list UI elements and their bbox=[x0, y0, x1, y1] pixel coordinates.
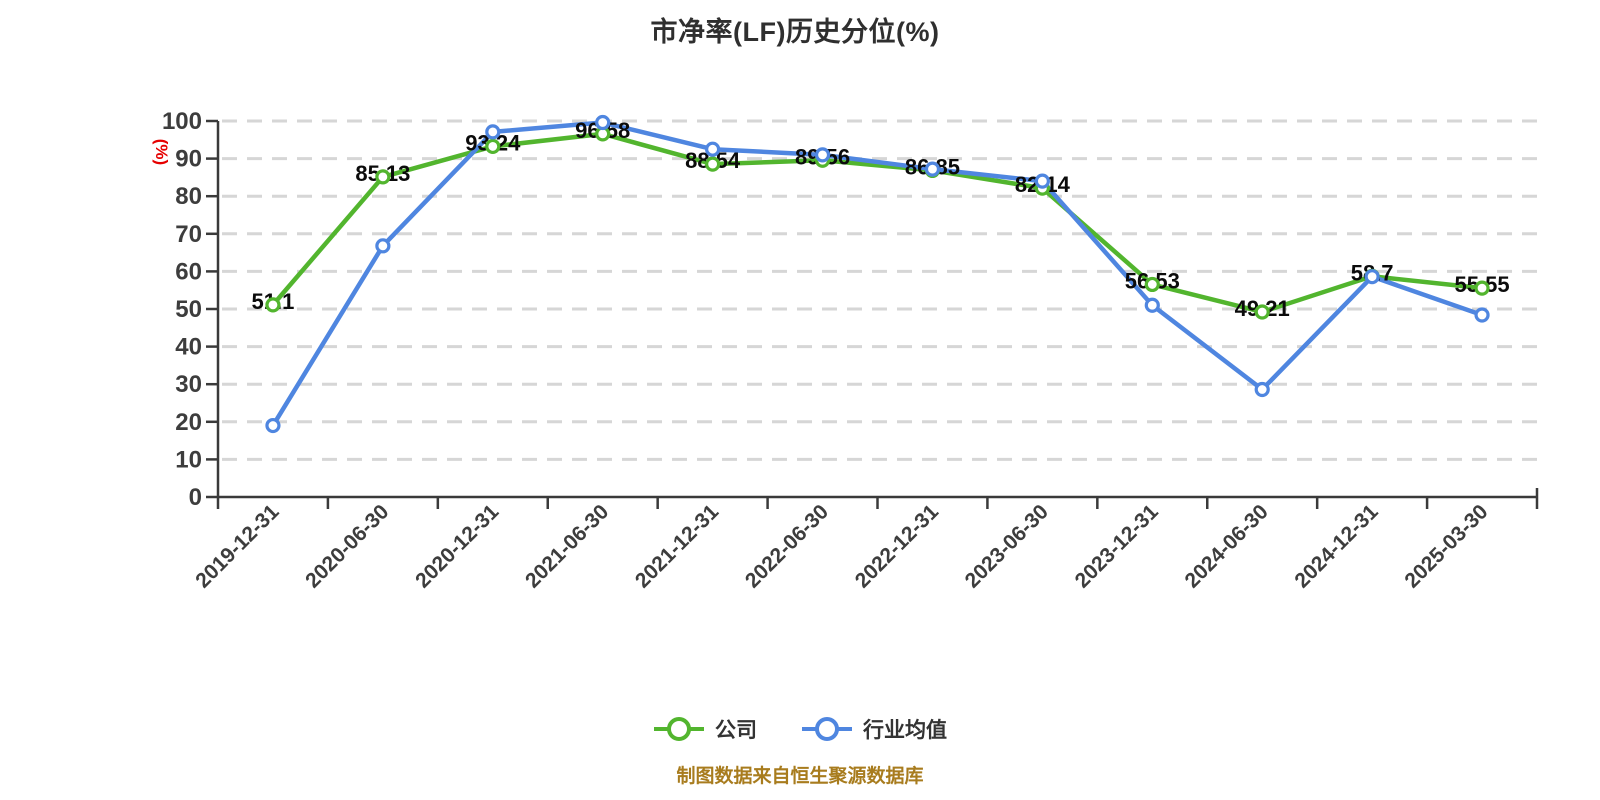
industry-point-2019-12-31[interactable] bbox=[265, 417, 281, 434]
svg-text:2023-12-31: 2023-12-31 bbox=[1071, 500, 1163, 592]
industry-point-2021-06-30[interactable] bbox=[595, 114, 611, 131]
industry-point-2020-12-31[interactable] bbox=[485, 124, 501, 140]
industry-point-2021-12-31[interactable] bbox=[705, 141, 721, 157]
svg-text:60: 60 bbox=[175, 258, 202, 285]
svg-text:40: 40 bbox=[175, 334, 202, 361]
svg-text:10: 10 bbox=[175, 446, 202, 473]
company-point-2020-06-30[interactable] bbox=[375, 169, 391, 185]
industry-point-2024-12-31[interactable] bbox=[1364, 269, 1380, 285]
chart-title: 市净率(LF)历史分位(%) bbox=[650, 17, 940, 47]
legend: 公司 行业均值 bbox=[0, 714, 1600, 744]
y-axis-unit-label: (%) bbox=[152, 139, 171, 165]
company-point-2019-12-31[interactable] bbox=[265, 297, 281, 313]
legend-label-company: 公司 bbox=[715, 719, 757, 742]
svg-text:70: 70 bbox=[175, 221, 202, 248]
industry-point-2024-06-30[interactable] bbox=[1254, 381, 1270, 398]
svg-text:80: 80 bbox=[175, 183, 202, 210]
industry-point-2023-12-31[interactable] bbox=[1144, 297, 1160, 313]
industry-point-2023-06-30[interactable] bbox=[1034, 173, 1050, 189]
data-source-note: 制图数据来自恒生聚源数据库 bbox=[676, 766, 924, 787]
svg-text:2024-06-30: 2024-06-30 bbox=[1181, 500, 1273, 592]
industry-markers bbox=[265, 114, 1490, 434]
svg-text:2021-06-30: 2021-06-30 bbox=[521, 500, 613, 592]
y-tick-labels: 0 10 20 30 40 50 60 70 80 90 100 bbox=[162, 108, 202, 511]
svg-text:100: 100 bbox=[162, 108, 202, 135]
axes bbox=[206, 119, 1539, 509]
svg-text:2020-06-30: 2020-06-30 bbox=[301, 500, 393, 592]
svg-text:30: 30 bbox=[175, 371, 202, 398]
company-point-2020-12-31[interactable] bbox=[485, 138, 501, 155]
x-tick-labels: 2019-12-31 2020-06-30 2020-12-31 2021-06-30… bbox=[191, 500, 1492, 592]
svg-text:90: 90 bbox=[175, 146, 202, 173]
company-point-2025-03-30[interactable] bbox=[1474, 280, 1490, 296]
industry-point-2020-06-30[interactable] bbox=[375, 238, 391, 254]
industry-point-2025-03-30[interactable] bbox=[1474, 307, 1490, 323]
company-line-marker-icon bbox=[654, 717, 704, 741]
svg-text:2022-12-31: 2022-12-31 bbox=[851, 500, 943, 592]
svg-text:20: 20 bbox=[175, 409, 202, 436]
svg-text:2020-12-31: 2020-12-31 bbox=[411, 500, 503, 592]
legend-item-company[interactable]: 公司 bbox=[653, 714, 757, 744]
svg-text:2021-12-31: 2021-12-31 bbox=[631, 500, 723, 592]
svg-text:2019-12-31: 2019-12-31 bbox=[191, 500, 283, 592]
industry-point-2022-06-30[interactable] bbox=[814, 147, 831, 163]
svg-text:2025-03-30: 2025-03-30 bbox=[1400, 500, 1492, 592]
svg-text:2024-12-31: 2024-12-31 bbox=[1290, 500, 1382, 592]
svg-text:2023-06-30: 2023-06-30 bbox=[961, 500, 1053, 592]
legend-item-industry[interactable]: 行业均值 bbox=[801, 714, 947, 744]
company-point-2023-12-31[interactable] bbox=[1144, 276, 1160, 293]
svg-text:2022-06-30: 2022-06-30 bbox=[741, 500, 833, 592]
legend-label-industry: 行业均值 bbox=[863, 719, 947, 742]
industry-point-2022-12-31[interactable] bbox=[924, 161, 941, 177]
company-data-labels: 51.185.1393.2496.5888.5489.5686.8582.145… bbox=[252, 118, 1510, 321]
svg-text:0: 0 bbox=[189, 484, 202, 511]
company-point-2024-06-30[interactable] bbox=[1254, 304, 1270, 320]
industry-line-marker-icon bbox=[802, 717, 852, 741]
company-point-2021-12-31[interactable] bbox=[705, 156, 721, 172]
industry-line bbox=[270, 120, 1485, 428]
gridlines bbox=[222, 119, 1537, 461]
svg-text:50: 50 bbox=[175, 296, 202, 323]
